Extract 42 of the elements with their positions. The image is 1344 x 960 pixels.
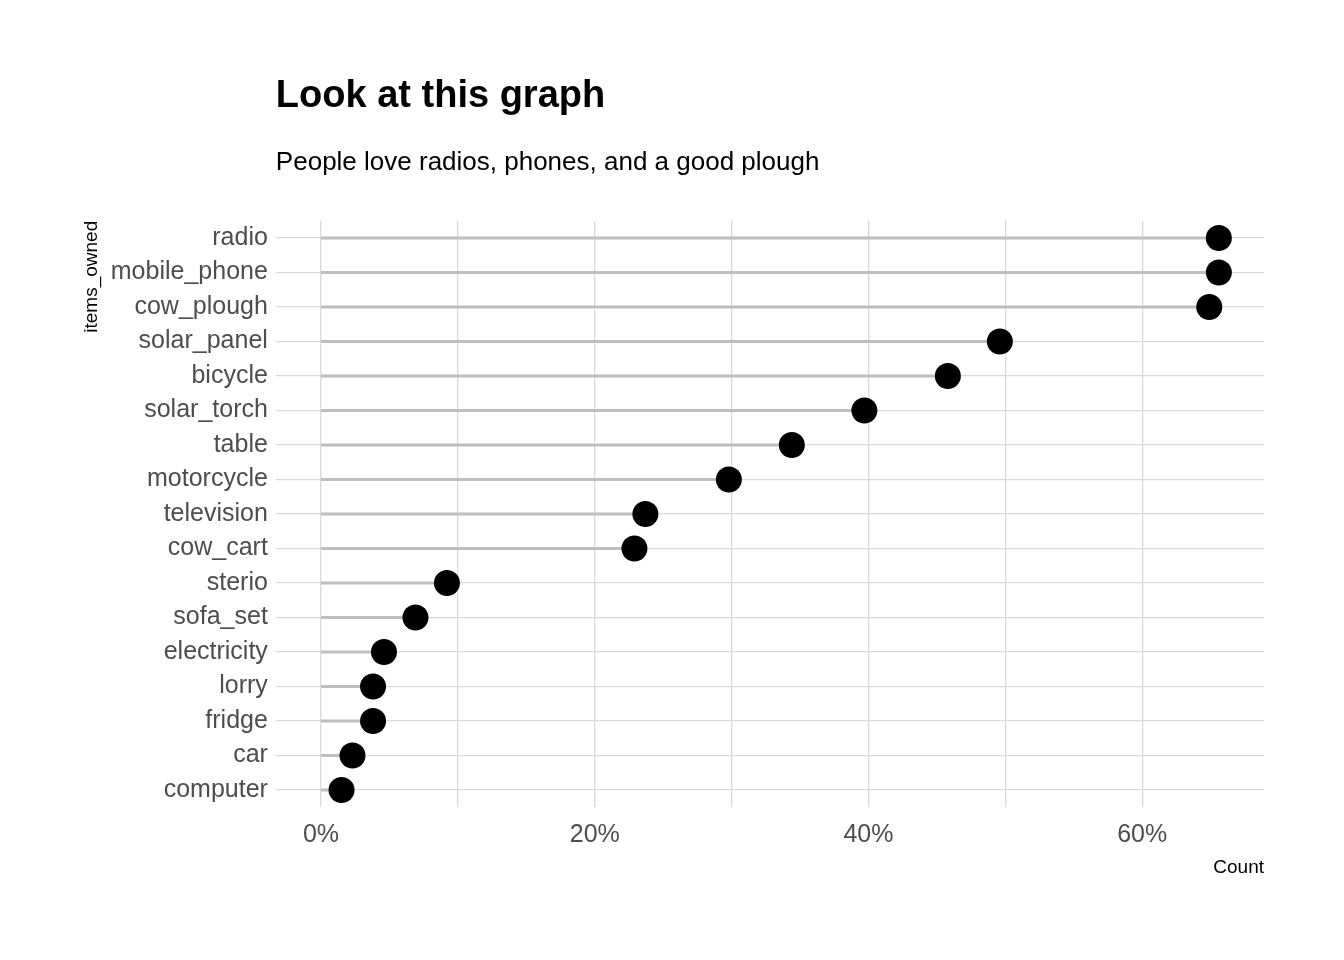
point bbox=[433, 569, 460, 596]
y-tick-label: solar_panel bbox=[138, 325, 268, 354]
y-tick-label: motorcycle bbox=[146, 463, 268, 492]
y-tick-label: television bbox=[163, 497, 268, 526]
x-tick-label: 40% bbox=[843, 819, 894, 848]
point bbox=[360, 707, 387, 734]
y-tick-label: sofa_set bbox=[173, 601, 268, 630]
y-tick-label: fridge bbox=[205, 704, 268, 733]
y-tick-label: solar_torch bbox=[144, 394, 268, 423]
point bbox=[360, 673, 387, 700]
point bbox=[370, 638, 397, 665]
y-tick-label: radio bbox=[212, 221, 268, 250]
point bbox=[986, 328, 1013, 355]
point bbox=[339, 742, 366, 769]
point bbox=[632, 501, 659, 527]
y-axis-title: items_owned bbox=[79, 220, 102, 333]
point bbox=[851, 397, 878, 424]
point bbox=[402, 604, 429, 631]
y-tick-label: electricity bbox=[163, 635, 269, 664]
x-tick-label: 0% bbox=[302, 819, 340, 848]
y-tick-label: mobile_phone bbox=[110, 256, 268, 285]
point bbox=[621, 535, 648, 562]
y-tick-label: table bbox=[213, 428, 268, 457]
chart-subtitle: People love radios, phones, and a good plough bbox=[275, 146, 820, 177]
x-axis-title: Count bbox=[1213, 855, 1265, 877]
point bbox=[1196, 294, 1223, 321]
y-tick-label: cow_plough bbox=[134, 290, 268, 319]
y-tick-label: lorry bbox=[219, 670, 269, 699]
x-tick-label: 20% bbox=[569, 819, 620, 848]
chart-title: Look at this graph bbox=[275, 73, 606, 116]
y-tick-label: sterio bbox=[206, 566, 268, 595]
point bbox=[778, 432, 805, 459]
y-tick-label: car bbox=[233, 739, 268, 768]
point bbox=[934, 363, 961, 390]
y-tick-label: cow_cart bbox=[167, 532, 268, 561]
point bbox=[715, 466, 742, 493]
point bbox=[1205, 225, 1232, 252]
x-tick-label: 60% bbox=[1117, 819, 1168, 848]
y-tick-label: bicycle bbox=[191, 359, 268, 388]
point bbox=[328, 776, 355, 803]
y-tick-label: computer bbox=[163, 773, 268, 802]
point bbox=[1205, 259, 1232, 286]
